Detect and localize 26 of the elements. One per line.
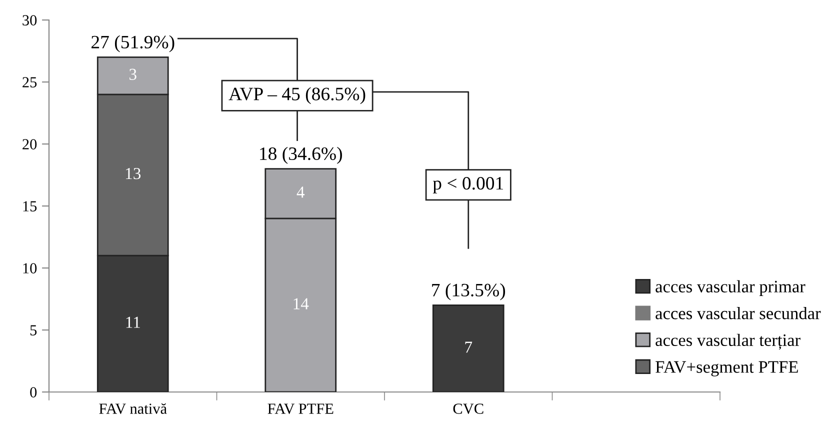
total-label: 18 (34.6%) [260, 146, 342, 164]
y-tick-label: 0 [30, 387, 37, 398]
data-label: 3 [130, 68, 136, 80]
y-tick-label: 30 [22, 15, 37, 26]
annotation: p < 0.001 [432, 176, 504, 194]
bar [432, 304, 504, 392]
total-label: 27 (51.9%) [92, 35, 174, 52]
x-tick-label: FAV nativă [99, 403, 167, 414]
y-tick-label: 10 [23, 263, 37, 274]
total-label: 7 (13.5%) [432, 283, 506, 300]
data-label: 4 [296, 186, 305, 198]
x-tick-label: FAV PTFE [268, 404, 334, 414]
data-label: 11 [126, 316, 140, 328]
data-label: 7 [465, 342, 472, 353]
legend-label: acces vascular secundar [656, 307, 821, 320]
legend-label: acces vascular primar [656, 280, 806, 296]
y-tick-label: 20 [22, 139, 37, 150]
y-tick-label: 5 [30, 325, 37, 336]
annotation: AVP – 45 (86.5%) [228, 87, 366, 104]
x-tick-label: CVC [453, 404, 484, 414]
legend-label: acces vascular terțiar [656, 334, 800, 350]
y-tick-label: 15 [23, 201, 37, 212]
y-tick-label: 25 [22, 77, 37, 88]
data-label: 13 [126, 168, 141, 180]
legend-label: FAV+segment PTFE [656, 361, 798, 376]
data-label: 14 [294, 298, 309, 310]
